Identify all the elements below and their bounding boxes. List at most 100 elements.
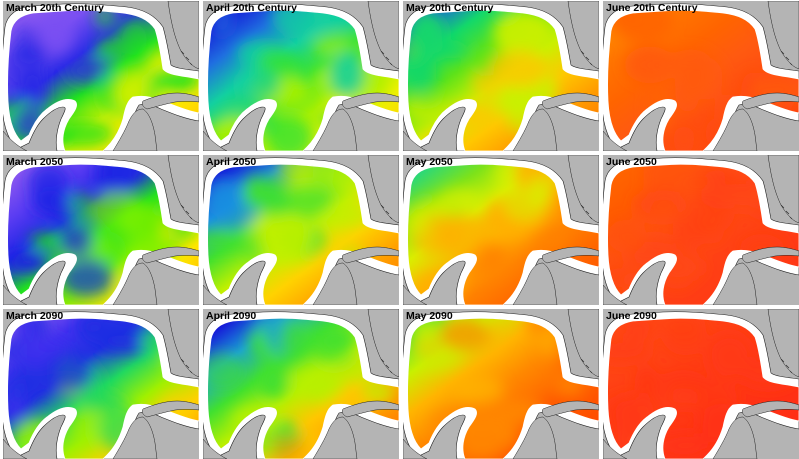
contour-patch — [407, 54, 437, 94]
shelf-break-outline — [407, 163, 599, 305]
gulf-temperature-map — [603, 1, 799, 151]
contour-patch — [285, 184, 332, 217]
contour-patch — [315, 341, 354, 366]
gulf-temperature-map — [203, 1, 399, 151]
cuba-island — [341, 92, 399, 110]
map-panel: March 20th Century — [3, 1, 199, 151]
contour-patch — [211, 10, 234, 38]
map-panel: May 2090 — [403, 309, 599, 459]
cuba-island — [541, 400, 599, 418]
contour-patch — [271, 10, 331, 39]
contour-patch — [11, 25, 42, 65]
contour-patch — [287, 367, 345, 400]
cuba-island — [141, 400, 199, 418]
yucatan-land — [3, 108, 158, 151]
map-panel: April 2090 — [203, 309, 399, 459]
gulf-temperature-map — [203, 309, 399, 459]
contour-patch — [53, 120, 114, 147]
contour-patch — [49, 202, 77, 223]
contour-patch — [489, 50, 549, 88]
panel-title: June 2050 — [606, 156, 657, 168]
contour-patch — [525, 176, 551, 206]
shelf-break-outline — [7, 9, 199, 151]
gulf-temperature-map — [3, 155, 199, 305]
contour-patch — [660, 369, 707, 396]
contour-patch — [663, 319, 708, 356]
contour-patch — [410, 91, 443, 108]
shelf-break-outline — [607, 9, 799, 151]
panel-title: June 20th Century — [606, 2, 698, 14]
cuba-island — [541, 246, 599, 264]
florida-keys — [180, 50, 193, 66]
yucatan-land — [3, 262, 158, 305]
panel-title: March 2090 — [6, 310, 64, 322]
contour-patch — [58, 224, 93, 257]
contour-patch — [607, 395, 643, 436]
gulf-temperature-map — [403, 155, 599, 305]
contour-patch — [118, 204, 171, 240]
panel-title: May 2090 — [406, 310, 453, 322]
contour-patch — [673, 125, 695, 151]
cuba-island — [541, 92, 599, 110]
contour-patch — [436, 188, 481, 213]
panel-title: May 20th Century — [406, 2, 494, 14]
cuba-island — [741, 400, 799, 418]
contour-patch — [361, 381, 395, 402]
map-panel: June 2050 — [603, 155, 799, 305]
florida-keys — [180, 358, 193, 374]
panel-title: June 2090 — [606, 310, 657, 322]
panel-title: April 20th Century — [206, 2, 298, 14]
shelf-break-outline — [207, 9, 399, 151]
contour-patch — [528, 229, 571, 247]
contour-patch — [207, 231, 247, 251]
panel-title: April 2050 — [206, 156, 257, 168]
contour-patch — [7, 371, 40, 405]
contour-patch — [650, 200, 677, 219]
shelf-break-outline — [207, 163, 399, 305]
contour-patch — [407, 208, 429, 239]
contour-patch — [7, 252, 48, 273]
contour-patch — [117, 19, 152, 61]
contour-patch — [297, 164, 337, 196]
florida-keys — [780, 204, 793, 220]
shelf-break-outline — [607, 163, 799, 305]
contour-patch — [475, 243, 504, 266]
contour-patch — [279, 318, 306, 361]
contour-patch — [634, 366, 660, 401]
contour-patch — [207, 353, 246, 391]
map-panel: March 2050 — [3, 155, 199, 305]
contour-patch — [232, 66, 280, 104]
yucatan-land — [603, 262, 758, 305]
yucatan-land — [603, 108, 758, 151]
florida-keys — [580, 358, 593, 374]
gulf-temperature-map — [403, 1, 599, 151]
gulf-temperature-map — [603, 155, 799, 305]
gulf-temperature-map — [3, 1, 199, 151]
contour-patch — [493, 10, 553, 57]
contour-patch — [65, 57, 113, 85]
cuba-island — [741, 92, 799, 110]
contour-patch — [440, 318, 490, 352]
contour-patch — [328, 51, 365, 98]
contour-patch — [607, 219, 646, 253]
map-panel: April 20th Century — [203, 1, 399, 151]
contour-patch — [666, 387, 700, 409]
contour-patch — [28, 164, 70, 203]
contour-patch — [95, 40, 122, 58]
shelf-break-outline — [607, 317, 799, 459]
florida-keys — [380, 358, 393, 374]
cuba-island — [341, 400, 399, 418]
map-panel: May 2050 — [403, 155, 599, 305]
yucatan-land — [203, 108, 358, 151]
cuba-island — [741, 246, 799, 264]
contour-patch — [669, 49, 713, 79]
shelf-break-outline — [7, 317, 199, 459]
cuba-island — [341, 246, 399, 264]
florida-keys — [380, 204, 393, 220]
contour-patch — [434, 214, 493, 259]
temperature-field — [407, 318, 599, 459]
contour-patch — [71, 407, 100, 447]
yucatan-land — [403, 262, 558, 305]
panel-title: March 20th Century — [6, 2, 105, 14]
